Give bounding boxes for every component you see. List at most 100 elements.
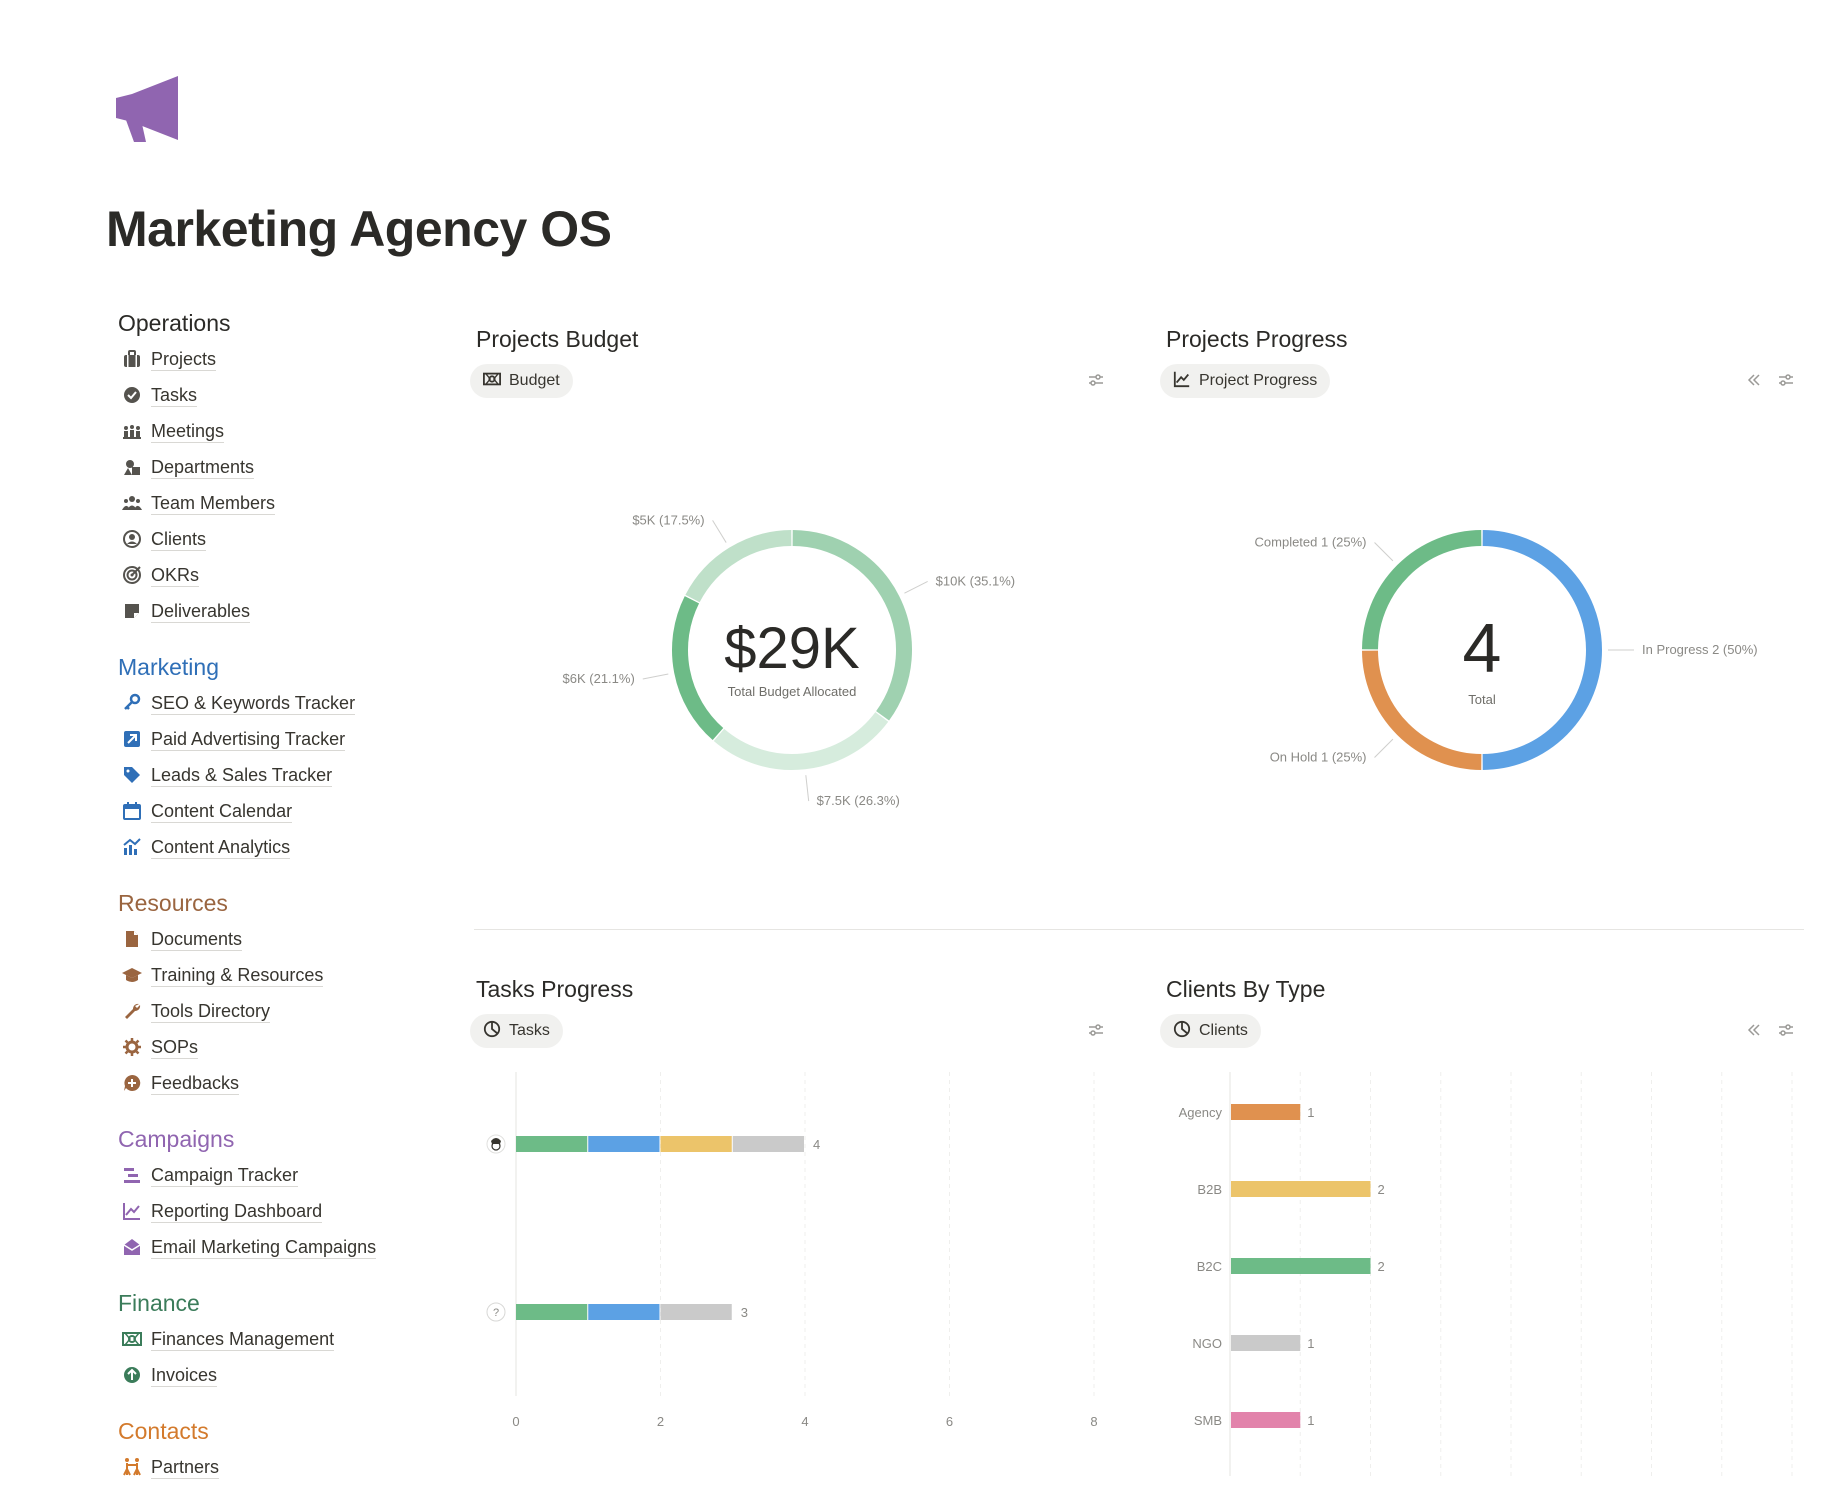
nav-section-title: Contacts bbox=[118, 1418, 209, 1444]
view-chip-clients[interactable]: Clients bbox=[1160, 1014, 1261, 1048]
settings-sliders-icon[interactable] bbox=[1086, 1020, 1106, 1040]
slice-leader-line bbox=[1374, 738, 1394, 758]
panel-projects-progress: Projects Progress Project Progress In Pr… bbox=[1160, 326, 1806, 906]
avatar-icon bbox=[486, 1134, 506, 1154]
nav-item-label: SEO & Keywords Tracker bbox=[151, 692, 356, 715]
divider bbox=[474, 929, 1804, 930]
bar bbox=[1231, 1258, 1371, 1274]
nav-item-label: Departments bbox=[151, 456, 255, 479]
bar-segment bbox=[516, 1136, 588, 1152]
nav-item-label: Invoices bbox=[151, 1364, 218, 1387]
x-tick-label: 8 bbox=[1090, 1414, 1097, 1429]
x-tick-label: 4 bbox=[801, 1414, 808, 1429]
view-chip-tasks[interactable]: Tasks bbox=[470, 1014, 563, 1048]
view-chip-budget[interactable]: Budget bbox=[470, 364, 573, 398]
category-label: B2C bbox=[1197, 1259, 1222, 1274]
target-icon bbox=[121, 564, 143, 586]
donut-center-label: Total bbox=[1468, 692, 1496, 707]
nav-section-title: Operations bbox=[118, 310, 231, 336]
nav-item-campaign-tracker[interactable]: Campaign Tracker bbox=[118, 1157, 438, 1193]
bar-value-label: 2 bbox=[1378, 1259, 1385, 1274]
nav-section: Resources Documents Training & Resources To… bbox=[118, 885, 438, 1101]
nav-item-partners[interactable]: Partners bbox=[118, 1449, 438, 1485]
settings-sliders-icon[interactable] bbox=[1776, 1020, 1796, 1040]
chip-label: Tasks bbox=[509, 1022, 550, 1039]
nav-item-leads-sales-tracker[interactable]: Leads & Sales Tracker bbox=[118, 757, 438, 793]
budget-donut-chart: $10K (35.1%) $7.5K (26.3%) $6K (21.1%) $5K … bbox=[563, 512, 1016, 808]
checkmark-circle-icon bbox=[121, 384, 143, 406]
pie-chart-icon bbox=[1173, 1020, 1199, 1043]
nav-item-invoices[interactable]: Invoices bbox=[118, 1357, 438, 1393]
x-tick-label: 0 bbox=[512, 1414, 519, 1429]
nav-item-departments[interactable]: Departments bbox=[118, 449, 438, 485]
slice-leader-line bbox=[642, 673, 669, 680]
slice-label: On Hold 1 (25%) bbox=[1270, 749, 1367, 764]
page-title: Marketing Agency OS bbox=[106, 201, 612, 257]
nav-item-label: Tasks bbox=[151, 384, 198, 407]
nav-item-reporting-dashboard[interactable]: Reporting Dashboard bbox=[118, 1193, 438, 1229]
nav-item-training-resources[interactable]: Training & Resources bbox=[118, 957, 438, 993]
money-icon bbox=[483, 370, 509, 393]
donut-center-label: Total Budget Allocated bbox=[728, 684, 857, 699]
nav-item-deliverables[interactable]: Deliverables bbox=[118, 593, 438, 629]
view-chip-project-progress[interactable]: Project Progress bbox=[1160, 364, 1331, 398]
panel-title: Projects Budget bbox=[476, 326, 639, 352]
nav-item-team-members[interactable]: Team Members bbox=[118, 485, 438, 521]
settings-sliders-icon[interactable] bbox=[1776, 370, 1796, 390]
nav-item-meetings[interactable]: Meetings bbox=[118, 413, 438, 449]
chip-label: Budget bbox=[509, 372, 560, 389]
nav-item-okrs[interactable]: OKRs bbox=[118, 557, 438, 593]
nav-item-content-analytics[interactable]: Content Analytics bbox=[118, 829, 438, 865]
nav-item-seo-keywords-tracker[interactable]: SEO & Keywords Tracker bbox=[118, 685, 438, 721]
nav-section: Campaigns Campaign Tracker Reporting Dashb… bbox=[118, 1121, 438, 1265]
collapse-icon[interactable] bbox=[1744, 1020, 1764, 1040]
nav-section: Operations Projects Tasks Meetings Departmen… bbox=[118, 305, 438, 629]
category-label: Agency bbox=[1179, 1105, 1223, 1120]
nav-item-tools-directory[interactable]: Tools Directory bbox=[118, 993, 438, 1029]
nav-item-label: Email Marketing Campaigns bbox=[151, 1236, 377, 1259]
nav-section-title: Marketing bbox=[118, 654, 219, 680]
bar-value-label: 1 bbox=[1307, 1105, 1314, 1120]
nav-item-documents[interactable]: Documents bbox=[118, 921, 438, 957]
note-icon bbox=[121, 600, 143, 622]
bar-total-label: 4 bbox=[813, 1137, 820, 1152]
wrench-icon bbox=[121, 1000, 143, 1022]
bar-segment bbox=[516, 1304, 588, 1320]
nav-item-label: Reporting Dashboard bbox=[151, 1200, 323, 1223]
nav-item-paid-advertising-tracker[interactable]: Paid Advertising Tracker bbox=[118, 721, 438, 757]
envelope-open-icon bbox=[121, 1236, 143, 1258]
settings-sliders-icon[interactable] bbox=[1086, 370, 1106, 390]
nav-item-label: Tools Directory bbox=[151, 1000, 271, 1023]
donut-center-value: 4 bbox=[1463, 609, 1502, 687]
bar-value-label: 2 bbox=[1378, 1182, 1385, 1197]
partners-icon bbox=[121, 1456, 143, 1478]
panel-title: Projects Progress bbox=[1166, 326, 1348, 352]
collapse-icon[interactable] bbox=[1744, 370, 1764, 390]
donut-slice bbox=[792, 530, 912, 721]
nav-section: Marketing SEO & Keywords Tracker Paid Adve… bbox=[118, 649, 438, 865]
nav-item-projects[interactable]: Projects bbox=[118, 341, 438, 377]
nav-item-feedbacks[interactable]: Feedbacks bbox=[118, 1065, 438, 1101]
nav-item-email-marketing-campaigns[interactable]: Email Marketing Campaigns bbox=[118, 1229, 438, 1265]
chart-icon bbox=[121, 836, 143, 858]
slice-label: $6K (21.1%) bbox=[563, 671, 635, 686]
nav-item-content-calendar[interactable]: Content Calendar bbox=[118, 793, 438, 829]
bar-segment bbox=[588, 1304, 660, 1320]
nav-item-finances-management[interactable]: Finances Management bbox=[118, 1321, 438, 1357]
nav-item-label: Content Analytics bbox=[151, 836, 291, 859]
nav-item-tasks[interactable]: Tasks bbox=[118, 377, 438, 413]
nav-item-clients[interactable]: Clients bbox=[118, 521, 438, 557]
slice-label: Completed 1 (25%) bbox=[1255, 535, 1367, 550]
bar-value-label: 1 bbox=[1307, 1413, 1314, 1428]
slice-leader-line bbox=[1374, 542, 1394, 562]
nav-item-label: Team Members bbox=[151, 492, 276, 515]
clients-bar-chart: Agency 1 B2B 2 B2C 2 NGO 1 SMB 1 bbox=[1179, 1072, 1793, 1476]
panel-projects-budget: Projects Budget Budget $10K (35.1%) $7.5K… bbox=[470, 326, 1116, 906]
nav-section-title: Resources bbox=[118, 890, 228, 916]
question-ring bbox=[486, 1302, 506, 1322]
panel-title: Tasks Progress bbox=[476, 976, 634, 1002]
question-icon: ? bbox=[486, 1302, 506, 1322]
nav-item-sops[interactable]: SOPs bbox=[118, 1029, 438, 1065]
megaphone-icon bbox=[112, 70, 192, 150]
nav-item-label: Deliverables bbox=[151, 600, 251, 623]
